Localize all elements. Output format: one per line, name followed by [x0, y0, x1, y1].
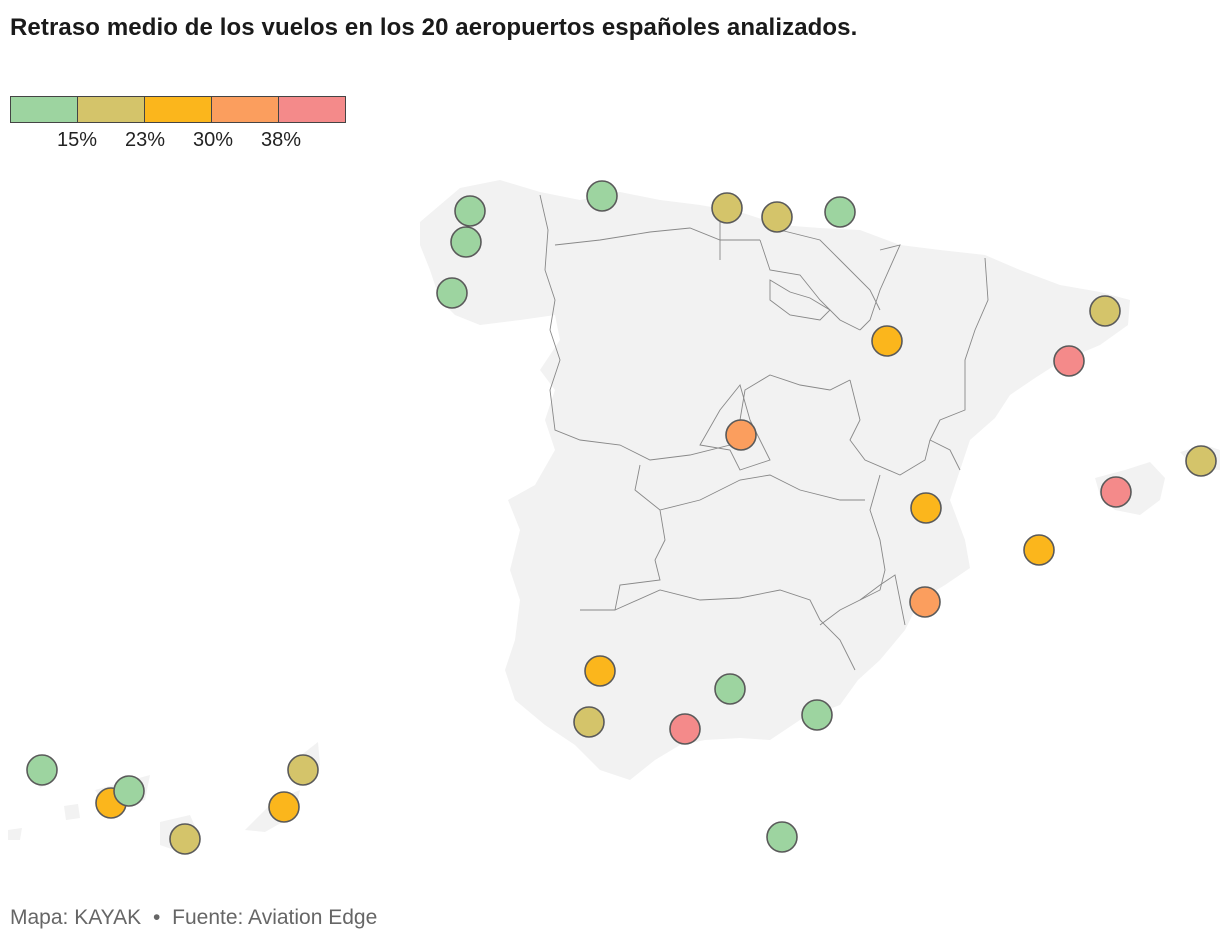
airport-markers: [26, 180, 1217, 855]
border-andalusia-north: [614, 589, 856, 671]
airport-marker[interactable]: [450, 226, 482, 258]
airport-marker[interactable]: [436, 277, 468, 309]
border-castilla-leon-north: [759, 239, 861, 331]
border-asturias-cantabria: [554, 227, 760, 246]
airport-marker[interactable]: [573, 706, 605, 738]
spain-map: [8, 180, 1220, 855]
border-galicia: [539, 194, 556, 331]
legend-tick-3: 30%: [192, 129, 234, 151]
border-navarra-aragon: [859, 244, 901, 331]
border-murcia: [859, 574, 906, 626]
legend-color-bar: [10, 96, 346, 123]
airport-marker[interactable]: [714, 673, 746, 705]
airport-marker[interactable]: [711, 192, 743, 224]
region-borders: [539, 194, 989, 671]
color-legend: 15% 23% 30% 38%: [10, 96, 346, 151]
border-castilla-leon-south: [549, 329, 851, 461]
airport-marker[interactable]: [801, 699, 833, 731]
airport-marker[interactable]: [761, 201, 793, 233]
airport-marker[interactable]: [169, 823, 201, 855]
airport-marker[interactable]: [287, 754, 319, 786]
map-credit: Mapa: KAYAK: [10, 906, 142, 929]
airport-marker[interactable]: [824, 196, 856, 228]
legend-tick-4: 38%: [260, 129, 302, 151]
airport-marker[interactable]: [454, 195, 486, 227]
chart-title: Retraso medio de los vuelos en los 20 ae…: [10, 14, 858, 41]
legend-swatch-1: [11, 97, 78, 122]
airport-marker[interactable]: [725, 419, 757, 451]
airport-marker[interactable]: [669, 713, 701, 745]
airport-marker[interactable]: [584, 655, 616, 687]
airport-marker[interactable]: [586, 180, 618, 212]
airport-marker[interactable]: [766, 821, 798, 853]
airport-marker[interactable]: [1100, 476, 1132, 508]
airport-marker[interactable]: [909, 586, 941, 618]
legend-swatch-2: [78, 97, 145, 122]
footer: Mapa: KAYAK • Fuente: Aviation Edge: [10, 906, 377, 930]
land-shapes: [8, 180, 1220, 852]
legend-ticks: 15% 23% 30% 38%: [10, 123, 346, 151]
airport-marker[interactable]: [1185, 445, 1217, 477]
airport-marker[interactable]: [1053, 345, 1085, 377]
mainland-spain: [420, 180, 1130, 780]
canary-el-hierro: [8, 828, 22, 840]
airport-marker[interactable]: [1089, 295, 1121, 327]
legend-tick-2: 23%: [124, 129, 166, 151]
airport-marker[interactable]: [268, 791, 300, 823]
canary-la-gomera: [64, 804, 80, 820]
airport-marker[interactable]: [871, 325, 903, 357]
airport-marker[interactable]: [26, 754, 58, 786]
airport-marker[interactable]: [1023, 534, 1055, 566]
border-basque-navarra: [719, 215, 881, 311]
border-castilla-la-mancha: [849, 379, 931, 476]
footer-separator: •: [152, 906, 161, 929]
legend-swatch-4: [212, 97, 279, 122]
data-source: Fuente: Aviation Edge: [172, 906, 378, 929]
border-castilla-cm-andalusia: [659, 474, 865, 511]
legend-tick-1: 15%: [56, 129, 98, 151]
border-la-rioja: [769, 279, 831, 321]
airport-marker[interactable]: [113, 775, 145, 807]
legend-swatch-5: [279, 97, 345, 122]
border-aragon-catalonia: [929, 257, 989, 441]
border-extremadura: [580, 464, 666, 611]
legend-swatch-3: [145, 97, 212, 122]
airport-marker[interactable]: [910, 492, 942, 524]
border-valencia-west: [819, 474, 886, 626]
border-aragon-valencia: [929, 439, 961, 471]
